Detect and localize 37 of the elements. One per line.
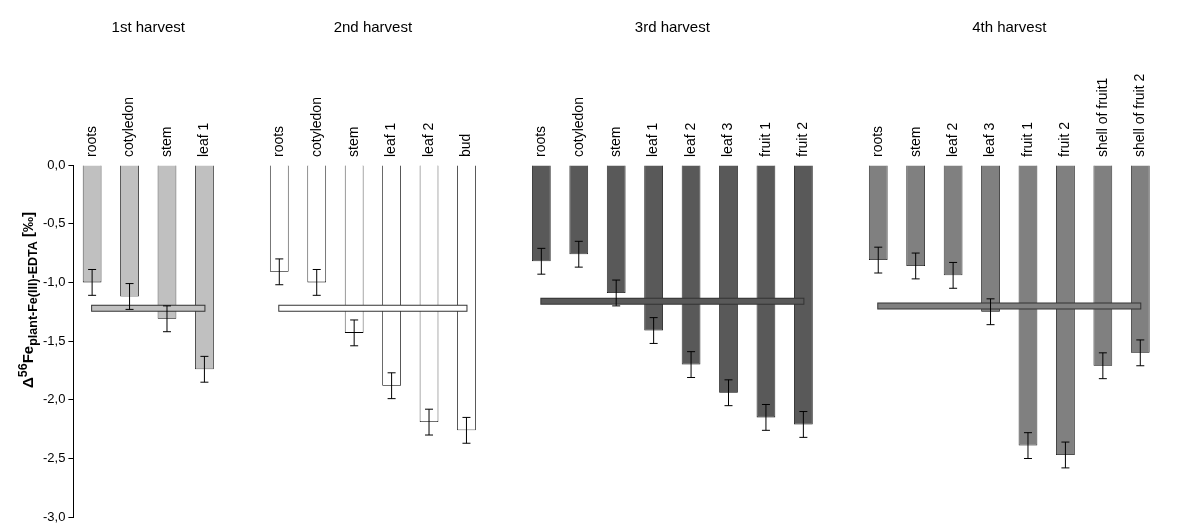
text: 2nd harvest: [333, 18, 413, 35]
x-tick-label: roots: [82, 125, 99, 157]
x-tick-label: cotyledon: [120, 97, 137, 157]
x-tick-label: leaf 2: [681, 122, 698, 157]
x-tick-label: leaf 3: [719, 122, 736, 157]
x-tick-label: cotyledon: [569, 97, 586, 157]
x-tick-label: stem: [607, 126, 624, 157]
x-tick-label: roots: [532, 125, 549, 157]
x-tick-label: leaf 1: [644, 122, 661, 157]
x-tick-label: roots: [270, 125, 287, 157]
x-tick-label: fruit 2: [794, 121, 811, 157]
x-tick-label: stem: [157, 126, 174, 157]
x-tick-label: stem: [906, 126, 923, 157]
x-tick-label: leaf 3: [981, 122, 998, 157]
x-tick-label: leaf 2: [419, 122, 436, 157]
x-tick-label: bud: [457, 133, 474, 157]
y-tick-label: -1,0: [42, 273, 66, 289]
y-tick-label: -3,0: [42, 508, 66, 524]
x-tick-label: fruit 1: [756, 121, 773, 157]
x-tick-label: fruit 1: [1018, 121, 1035, 157]
text: 1st harvest: [111, 18, 186, 35]
y-tick-label: 0,0: [47, 156, 66, 172]
x-tick-label: fruit 2: [1056, 121, 1073, 157]
y-tick-label: -1,5: [42, 332, 66, 348]
y-tick-label: -2,0: [42, 391, 66, 407]
x-tick-label: roots: [869, 125, 886, 157]
x-tick-label: shell of fruit 2: [1131, 73, 1148, 157]
x-tick-label: leaf 2: [943, 122, 960, 157]
y-tick-label: -0,5: [42, 215, 66, 231]
x-tick-label: stem: [345, 126, 362, 157]
y-tick-label: -2,5: [42, 450, 66, 466]
text: 4th harvest: [972, 18, 1048, 35]
text: 3rd harvest: [634, 18, 711, 35]
x-tick-label: shell of fruit1: [1093, 77, 1110, 157]
x-tick-label: leaf 1: [195, 122, 212, 157]
x-tick-label: leaf 1: [382, 122, 399, 157]
x-tick-label: cotyledon: [307, 97, 324, 157]
